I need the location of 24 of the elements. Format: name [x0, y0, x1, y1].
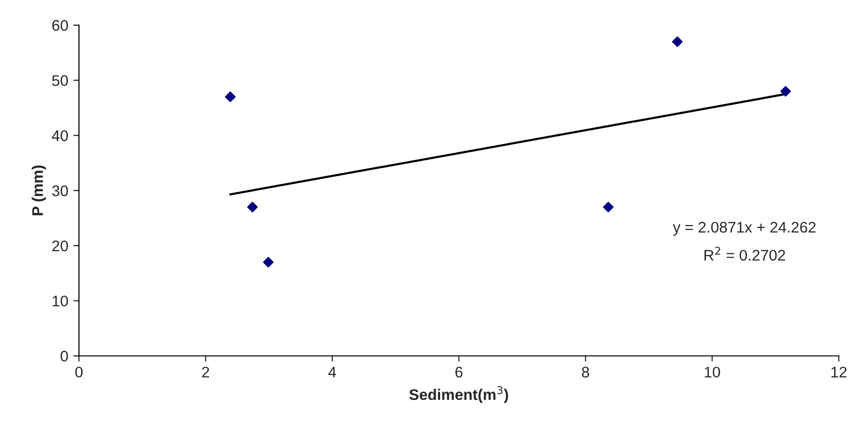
- y-tick-label: 10: [52, 296, 68, 306]
- annotation: R$^{2}$ = 0.2702: [704, 246, 786, 261]
- x-tick-label: 8: [582, 366, 590, 378]
- point: [672, 36, 683, 48]
- y-tick-label: 20: [52, 240, 68, 252]
- point: [247, 202, 258, 212]
- x-tick-label: 0: [75, 366, 83, 378]
- y-tick-label: 60: [52, 20, 68, 31]
- point: [780, 86, 791, 97]
- x-tick-label: 10: [704, 366, 720, 378]
- annotation: y = 2.0871x + 24.262: [672, 222, 816, 236]
- x-tick-label: 4: [328, 366, 336, 378]
- x-tick-label: 2: [202, 366, 210, 378]
- y-axis-title: P (mm): [32, 166, 46, 216]
- x-tick-label: 6: [455, 366, 462, 378]
- x-tick-label: 12: [831, 366, 847, 378]
- y-tick-label: 0: [60, 350, 68, 362]
- point: [603, 202, 614, 212]
- y-tick-label: 50: [52, 75, 68, 86]
- y-tick-label: 40: [52, 130, 68, 142]
- point: [262, 256, 274, 268]
- x-axis-title: Sediment(m$^{3}$): [409, 386, 508, 404]
- point: [224, 92, 236, 102]
- y-tick-label: 30: [52, 185, 68, 196]
